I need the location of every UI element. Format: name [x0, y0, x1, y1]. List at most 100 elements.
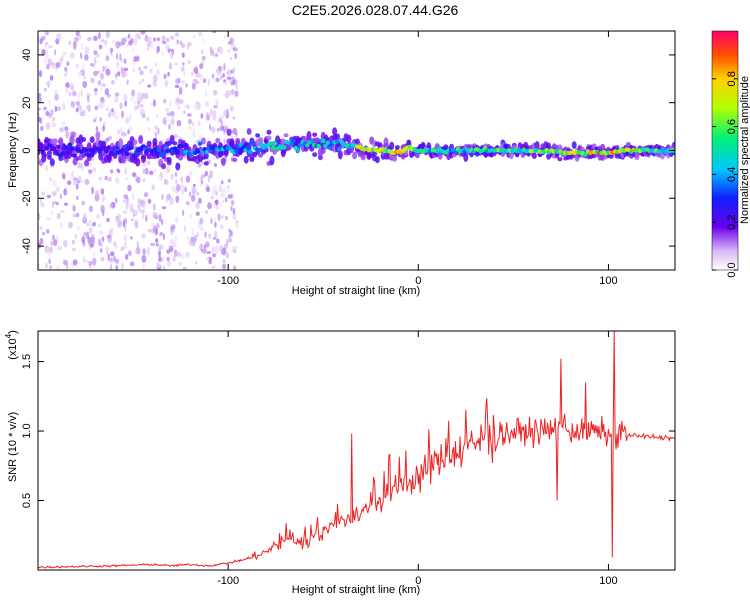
noise-blob	[170, 35, 175, 40]
noise-blob	[187, 118, 192, 125]
noise-blob	[100, 204, 105, 213]
x-tick-label: -100	[217, 275, 239, 287]
noise-blob	[97, 103, 101, 109]
noise-blob	[130, 97, 134, 102]
noise-blob	[99, 72, 104, 80]
noise-blob	[204, 231, 207, 238]
noise-blob	[75, 107, 79, 113]
noise-blob	[103, 66, 107, 71]
noise-blob	[91, 167, 97, 173]
noise-blob	[114, 197, 118, 204]
noise-blob	[206, 251, 211, 254]
noise-blob	[144, 34, 149, 42]
band-cell	[306, 130, 312, 141]
noise-blob	[221, 187, 227, 194]
noise-blob	[81, 42, 84, 51]
noise-blob	[129, 261, 135, 267]
snr-frame	[37, 330, 676, 571]
ridge-cell	[179, 144, 184, 149]
noise-blob	[219, 47, 224, 55]
ridge-cell	[327, 145, 333, 151]
band-cell	[203, 161, 209, 166]
band-cell	[46, 150, 52, 158]
noise-blob	[84, 259, 89, 264]
noise-blob	[147, 36, 152, 45]
band-cell	[269, 155, 275, 166]
noise-blob	[191, 194, 196, 202]
noise-blob	[169, 100, 172, 109]
noise-blob	[204, 247, 208, 255]
noise-blob	[75, 183, 79, 190]
noise-blob	[79, 105, 82, 112]
ridge-cell	[248, 149, 253, 154]
ridge-cell	[339, 139, 344, 144]
noise-blob	[101, 83, 106, 87]
noise-blob	[105, 55, 110, 62]
ridge-cell	[175, 149, 180, 155]
noise-blob	[219, 244, 223, 253]
noise-blob	[211, 73, 215, 79]
noise-blob	[158, 256, 162, 263]
noise-blob	[185, 175, 191, 183]
band-cell	[320, 148, 326, 154]
y-tick-label: 20	[21, 97, 33, 109]
ridge-cell	[120, 147, 125, 153]
noise-blob	[38, 96, 42, 103]
noise-blob	[40, 191, 46, 196]
noise-blob	[142, 163, 147, 167]
noise-blob	[197, 163, 202, 168]
band-cell	[312, 132, 318, 137]
noise-blob	[111, 108, 114, 113]
noise-blob	[127, 33, 131, 39]
noise-blob	[219, 202, 222, 208]
noise-blob	[63, 125, 66, 133]
band-cell	[172, 141, 178, 146]
noise-blob	[180, 176, 183, 183]
noise-blob	[41, 231, 46, 236]
noise-blob	[88, 219, 93, 227]
noise-blob	[189, 191, 192, 198]
band-cell	[280, 150, 286, 155]
noise-blob	[97, 223, 102, 228]
noise-blob	[158, 214, 162, 222]
noise-blob	[158, 250, 161, 258]
noise-blob	[230, 206, 233, 211]
noise-blob	[205, 210, 208, 214]
noise-blob	[104, 88, 110, 96]
band-cell	[625, 142, 631, 147]
band-cell	[246, 128, 252, 135]
noise-blob	[184, 186, 187, 193]
noise-blob	[161, 35, 166, 43]
noise-blob	[206, 256, 210, 262]
noise-blob	[199, 134, 202, 141]
noise-blob	[124, 100, 128, 107]
noise-blob	[139, 104, 144, 108]
noise-blob	[177, 105, 180, 110]
noise-blob	[46, 217, 51, 221]
noise-blob	[123, 94, 128, 102]
colorbar-label: Normalized spectral amplitude	[739, 76, 750, 224]
noise-blob	[164, 116, 167, 120]
noise-blob	[141, 211, 145, 220]
noise-blob	[236, 85, 239, 90]
noise-blob	[81, 236, 85, 243]
noise-blob	[218, 119, 222, 123]
noise-blob	[141, 78, 144, 83]
noise-blob	[38, 70, 43, 78]
noise-blob	[138, 67, 141, 71]
noise-blob	[96, 213, 100, 219]
ridge-cell	[268, 141, 273, 146]
noise-blob	[226, 76, 232, 80]
ridge-cell	[270, 145, 276, 151]
noise-blob	[48, 45, 53, 49]
noise-blob	[183, 69, 186, 76]
noise-blob	[39, 226, 43, 230]
noise-blob	[229, 90, 235, 95]
noise-blob	[235, 222, 239, 229]
noise-blob	[170, 118, 175, 126]
noise-blob	[164, 179, 169, 186]
noise-blob	[161, 257, 164, 263]
ridge-cell	[273, 141, 278, 146]
noise-blob	[224, 216, 229, 221]
x-tick-label: 100	[599, 275, 617, 287]
